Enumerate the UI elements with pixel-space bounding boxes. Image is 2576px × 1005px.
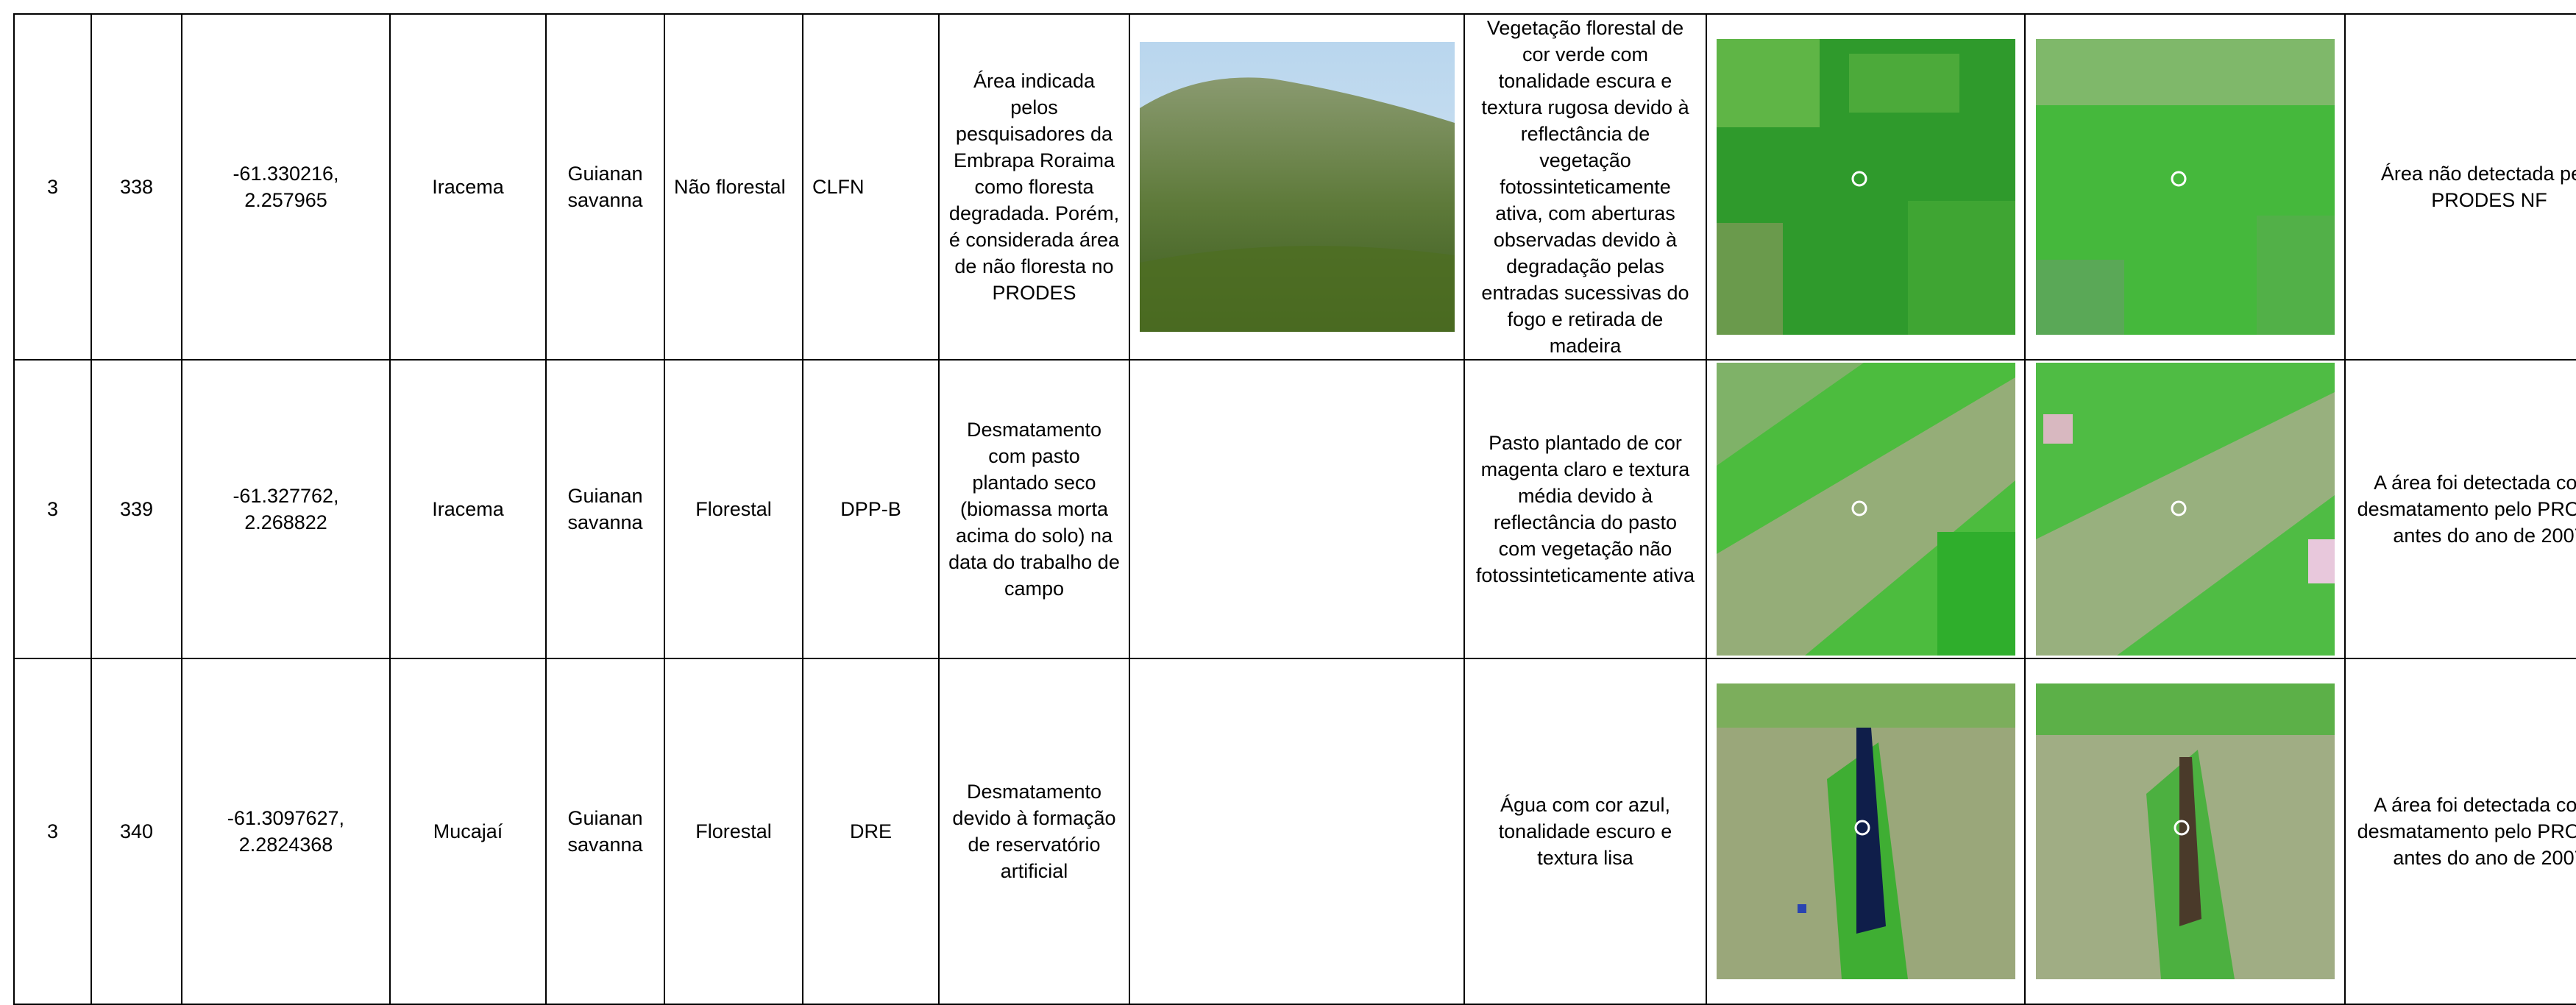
cell: Florestal (664, 658, 803, 1005)
satellite-image (1716, 39, 2015, 335)
satellite-image (2035, 363, 2335, 656)
cell: Guianan savanna (545, 13, 665, 361)
image-cell (1706, 13, 2026, 361)
cell: DPP-B (802, 359, 940, 659)
cell: DRE (802, 658, 940, 1005)
row: 3 340 -61.3097627, 2.2824368 Mucajaí Gui… (13, 658, 2576, 1005)
cell: -61.330216, 2.257965 (181, 13, 391, 361)
cell: Não florestal (664, 13, 803, 361)
cell: 340 (91, 658, 182, 1005)
cell: Desmatamento devido à formação de reserv… (938, 658, 1130, 1005)
row: 3 338 -61.330216, 2.257965 Iracema Guian… (13, 13, 2576, 361)
cell: CLFN (802, 13, 940, 361)
image-cell (1706, 359, 2026, 659)
cell: 3 (13, 658, 92, 1005)
image-cell (2024, 658, 2346, 1005)
cell: 3 (13, 13, 92, 361)
photo-cell (1129, 13, 1465, 361)
cell: Água com cor azul, tonalidade escuro e t… (1463, 658, 1707, 1005)
cell: 3 (13, 359, 92, 659)
satellite-image (1716, 363, 2015, 656)
cell: A área foi detectada como desmatamento p… (2344, 359, 2576, 659)
cell: Iracema (389, 13, 547, 361)
cell: Florestal (664, 359, 803, 659)
satellite-image (2035, 39, 2335, 335)
field-photo (1139, 42, 1455, 332)
cell: -61.327762, 2.268822 (181, 359, 391, 659)
cell: Área não detectada pelo PRODES NF (2344, 13, 2576, 361)
cell: Desmatamento com pasto plantado seco (bi… (938, 359, 1130, 659)
image-cell (2024, 13, 2346, 361)
cell: Área indicada pelos pesquisadores da Emb… (938, 13, 1130, 361)
cell: Guianan savanna (545, 658, 665, 1005)
satellite-image (1716, 683, 2015, 979)
image-cell (2024, 359, 2346, 659)
row: 3 339 -61.327762, 2.268822 Iracema Guian… (13, 359, 2576, 659)
table: 3 338 -61.330216, 2.257965 Iracema Guian… (13, 13, 2576, 1005)
cell: -61.3097627, 2.2824368 (181, 658, 391, 1005)
cell: Iracema (389, 359, 547, 659)
cell: Pasto plantado de cor magenta claro e te… (1463, 359, 1707, 659)
cell: 339 (91, 359, 182, 659)
cell: Vegetação florestal de cor verde com ton… (1463, 13, 1707, 361)
image-cell (1706, 658, 2026, 1005)
cell: A área foi detectada como desmatamento p… (2344, 658, 2576, 1005)
cell: 338 (91, 13, 182, 361)
cell: Guianan savanna (545, 359, 665, 659)
cell (1129, 359, 1465, 659)
cell: Mucajaí (389, 658, 547, 1005)
satellite-image (2035, 683, 2335, 979)
cell (1129, 658, 1465, 1005)
